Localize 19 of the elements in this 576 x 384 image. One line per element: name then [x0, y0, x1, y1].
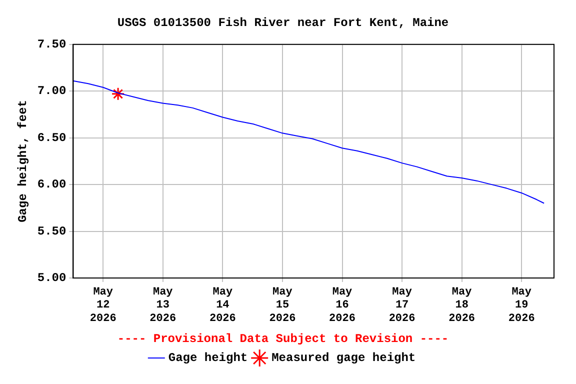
text: ---- Provisional Data Subject to Revision ---- — [117, 332, 449, 346]
y-tick-label: 7.00 — [37, 84, 66, 98]
x-tick-label: May 16 2026 — [329, 286, 356, 325]
chart-title: USGS 01013500 Fish River near Fort Kent, Maine — [117, 16, 449, 30]
y-tick-label: 5.50 — [37, 224, 66, 238]
y-axis-title: Gage height, feet — [16, 100, 30, 222]
x-tick-label: May 12 2026 — [90, 286, 116, 325]
y-tick-label: 5.00 — [37, 271, 66, 286]
x-tick-label: May 13 2026 — [150, 286, 176, 325]
x-tick-label: May 18 2026 — [448, 286, 476, 325]
x-tick-label: May 14 2026 — [209, 286, 236, 325]
legend-label: Gage height — [168, 351, 248, 366]
x-tick-label: May 17 2026 — [388, 286, 416, 325]
x-tick-label: May 19 2026 — [508, 286, 535, 325]
x-tick-label: May 15 2026 — [269, 286, 296, 325]
y-tick-label: 7.50 — [37, 37, 66, 52]
legend-label: Measured gage height — [272, 351, 416, 366]
y-tick-label: 6.00 — [37, 178, 66, 192]
y-tick-label: 6.50 — [37, 130, 66, 145]
